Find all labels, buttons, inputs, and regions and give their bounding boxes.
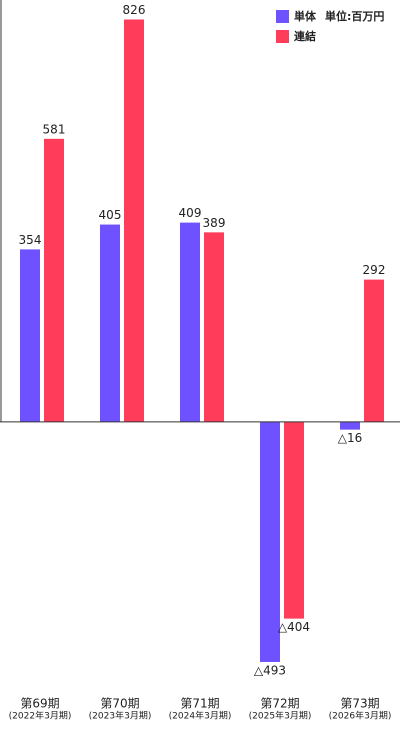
x-tick-label: 第73期	[340, 697, 379, 711]
bar	[44, 138, 64, 422]
bar	[124, 19, 144, 422]
x-tick-label: 第69期	[20, 697, 59, 711]
value-label: 409	[179, 206, 202, 220]
bar	[284, 421, 304, 619]
legend-swatch	[276, 30, 289, 43]
value-label: 354	[19, 233, 42, 247]
value-label: 826	[123, 3, 146, 17]
value-label: △16	[338, 431, 363, 445]
unit-label: 単位:百万円	[325, 9, 384, 23]
x-tick-label: 第70期	[100, 697, 139, 711]
x-tick-sublabel: (2022年3月期)	[9, 710, 72, 722]
value-label: 581	[43, 122, 66, 136]
bar	[180, 222, 200, 422]
bar	[20, 249, 40, 422]
bar	[100, 224, 120, 422]
legend-swatch	[276, 10, 289, 23]
x-tick-sublabel: (2023年3月期)	[89, 710, 152, 722]
x-tick-label: 第71期	[180, 697, 219, 711]
x-tick-label: 第72期	[260, 697, 299, 711]
value-label: 389	[203, 216, 226, 230]
bar	[340, 421, 360, 430]
bar	[204, 232, 224, 422]
legend-label: 単体	[294, 9, 317, 23]
x-tick-sublabel: (2025年3月期)	[249, 710, 312, 722]
value-label: 292	[363, 263, 386, 277]
bar	[364, 279, 384, 422]
value-label: △404	[278, 620, 310, 634]
value-label: △493	[254, 663, 286, 677]
bar	[260, 421, 280, 662]
value-label: 405	[99, 208, 122, 222]
legend-label: 連結	[294, 29, 316, 43]
x-tick-sublabel: (2026年3月期)	[329, 710, 392, 722]
x-tick-sublabel: (2024年3月期)	[169, 710, 232, 722]
